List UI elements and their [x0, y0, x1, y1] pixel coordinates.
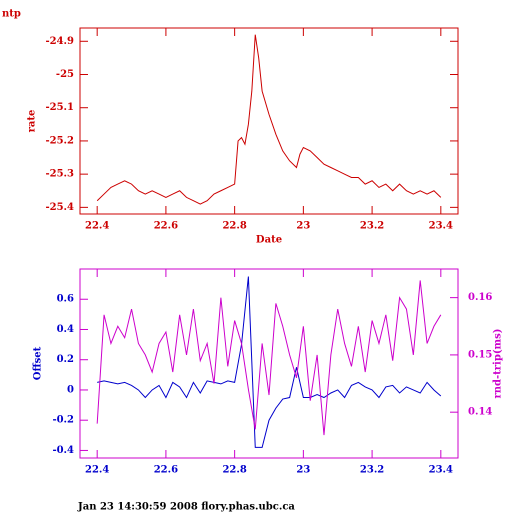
- x-tick-label: 23: [296, 465, 310, 476]
- y-tick-label: 0.2: [57, 354, 74, 365]
- data-line: [96, 280, 442, 436]
- y-tick-label: 0: [67, 384, 74, 395]
- y-tick-label: -25.1: [45, 102, 74, 113]
- y-tick-label: 0.6: [57, 294, 74, 305]
- y2-axis-label: rnd-trip(ms): [493, 328, 504, 398]
- y-tick-label: 0.4: [57, 324, 74, 335]
- data-line: [96, 34, 442, 205]
- plot-frame: [79, 27, 459, 215]
- x-tick-label: 22.4: [85, 465, 109, 476]
- x-tick-label: 22.6: [154, 221, 178, 232]
- y-tick-label: -0.2: [52, 415, 74, 426]
- x-tick-label: 22.6: [154, 465, 178, 476]
- plot-frame: [79, 268, 459, 459]
- y-axis-label: rate: [27, 110, 38, 133]
- y2-tick-label: 0.15: [468, 349, 492, 360]
- x-tick-label: 22.4: [85, 221, 109, 232]
- y2-tick-label: 0.14: [468, 407, 492, 418]
- x-tick-label: 22.8: [222, 465, 246, 476]
- x-axis-label: Date: [256, 235, 282, 246]
- x-tick-label: 23.2: [360, 221, 384, 232]
- x-tick-label: 23.4: [429, 221, 453, 232]
- y-tick-label: -25.4: [45, 202, 74, 213]
- x-tick-label: 22.8: [222, 221, 246, 232]
- y-axis-label: Offset: [33, 346, 44, 380]
- x-tick-label: 23.4: [429, 465, 453, 476]
- y-tick-label: -25.2: [45, 135, 74, 146]
- chart-title: ntp: [2, 9, 21, 20]
- y-tick-label: -25: [56, 69, 74, 80]
- y-tick-label: -0.4: [52, 445, 74, 456]
- data-line: [97, 276, 442, 448]
- y-tick-label: -25.3: [45, 169, 74, 180]
- y2-tick-label: 0.16: [468, 292, 492, 303]
- x-tick-label: 23.2: [360, 465, 384, 476]
- x-tick-label: 23: [296, 221, 310, 232]
- footer: Jan 23 14:30:59 2008 flory.phas.ubc.ca: [77, 502, 295, 512]
- y-tick-label: -24.9: [45, 36, 74, 47]
